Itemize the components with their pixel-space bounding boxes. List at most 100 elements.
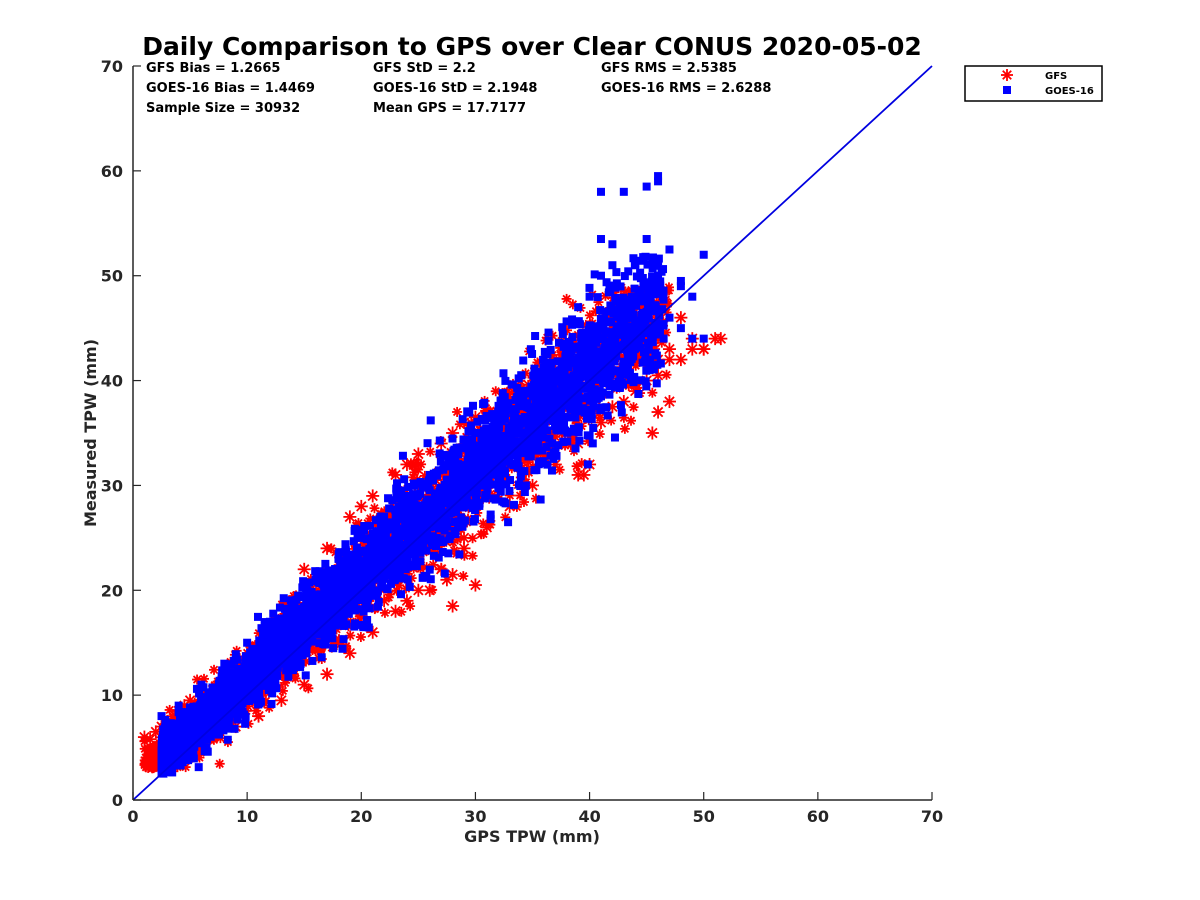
goes16-point: [267, 699, 276, 708]
goes16-point: [578, 404, 587, 413]
goes16-point: [312, 590, 321, 599]
goes16-point: [634, 389, 643, 398]
gfs-point: [651, 405, 665, 419]
goes16-point: [502, 480, 511, 489]
goes16-point: [658, 320, 667, 329]
goes16-point: [537, 429, 546, 438]
gfs-point: [458, 571, 469, 582]
goes16-point: [344, 609, 353, 618]
gfs-point: [594, 429, 605, 440]
goes16-point: [459, 503, 468, 512]
gfs-point: [423, 583, 437, 597]
goes16-point: [612, 268, 621, 277]
stat-text: Sample Size = 30932: [146, 101, 300, 116]
goes16-point: [404, 482, 413, 491]
gfs-point: [355, 632, 366, 643]
goes16-point: [443, 498, 452, 507]
goes16-point: [463, 498, 472, 507]
goes16-point: [223, 735, 232, 744]
goes16-point: [639, 280, 648, 289]
goes16-point: [504, 399, 513, 408]
stat-text: Mean GPS = 17.7177: [373, 101, 526, 116]
goes16-point: [400, 475, 409, 484]
gfs-point: [518, 497, 529, 508]
goes16-point: [352, 543, 361, 552]
goes16-point: [304, 591, 313, 600]
goes16-point: [438, 548, 447, 557]
gfs-point: [662, 342, 676, 356]
gfs-point: [252, 709, 266, 723]
goes16-point: [637, 376, 646, 385]
gfs-point: [446, 599, 460, 613]
goes16-point: [648, 264, 657, 273]
goes16-point: [353, 549, 362, 558]
goes16-point: [411, 549, 420, 558]
goes16-point: [552, 425, 561, 434]
goes16-point: [424, 482, 433, 491]
goes16-point: [526, 407, 535, 416]
goes16-point: [593, 293, 602, 302]
goes16-point: [571, 444, 580, 453]
gfs-point: [280, 677, 291, 688]
goes16-point: [649, 365, 658, 374]
goes16-point: [526, 345, 535, 354]
goes16-point: [364, 623, 373, 632]
gfs-point: [571, 468, 585, 482]
goes16-point: [423, 439, 432, 448]
goes16-point: [439, 465, 448, 474]
goes16-point: [406, 518, 415, 527]
goes16-point: [565, 380, 574, 389]
goes16-point: [350, 606, 359, 615]
goes16-point: [280, 604, 289, 613]
goes16-point: [607, 317, 616, 326]
goes16-point: [255, 636, 264, 645]
goes16-point: [386, 571, 395, 580]
goes16-point: [404, 538, 413, 547]
goes16-point: [440, 480, 449, 489]
gfs-point: [662, 353, 676, 367]
goes16-point: [578, 394, 587, 403]
goes16-point: [538, 446, 547, 455]
goes16-point: [507, 432, 516, 441]
gfs-point: [467, 550, 478, 561]
goes16-point: [349, 537, 358, 546]
goes16-point: [611, 336, 620, 345]
goes16-point: [463, 456, 472, 465]
goes16-point: [456, 497, 465, 506]
goes16-point: [544, 368, 553, 377]
goes16-point: [602, 403, 611, 412]
goes16-point: [350, 622, 359, 631]
goes16-point: [269, 609, 278, 618]
goes16-point: [519, 356, 528, 365]
gfs-point: [571, 461, 582, 472]
goes16-point: [628, 342, 637, 351]
goes16-point: [440, 569, 449, 578]
goes16-point: [531, 332, 540, 341]
goes16-point: [624, 347, 633, 356]
goes16-point: [545, 434, 554, 443]
stat-text: GOES-16 Bias = 1.4469: [146, 81, 315, 96]
goes16-point: [305, 578, 314, 587]
goes16-point: [405, 582, 414, 591]
goes16-point: [194, 763, 203, 772]
goes16-point: [444, 549, 453, 558]
goes16-point: [341, 540, 350, 549]
gfs-point: [685, 342, 699, 356]
gfs-point: [141, 759, 152, 770]
gfs-point: [209, 664, 220, 675]
goes16-point: [641, 349, 650, 358]
goes16-point: [315, 567, 324, 576]
goes16-point: [547, 466, 556, 475]
goes16-point: [209, 685, 218, 694]
goes16-point: [579, 363, 588, 372]
goes16-point: [393, 479, 402, 488]
goes16-point: [342, 553, 351, 562]
goes16-point: [501, 376, 510, 385]
stat-text: GOES-16 RMS = 2.6288: [601, 81, 771, 96]
stats-block: GFS Bias = 1.2665 GFS StD = 2.2 GFS RMS = …: [146, 61, 771, 116]
goes16-point: [519, 392, 528, 401]
goes16-point: [321, 559, 330, 568]
goes16-point: [365, 604, 374, 613]
goes16-point: [422, 546, 431, 555]
goes16-point: [571, 413, 580, 422]
